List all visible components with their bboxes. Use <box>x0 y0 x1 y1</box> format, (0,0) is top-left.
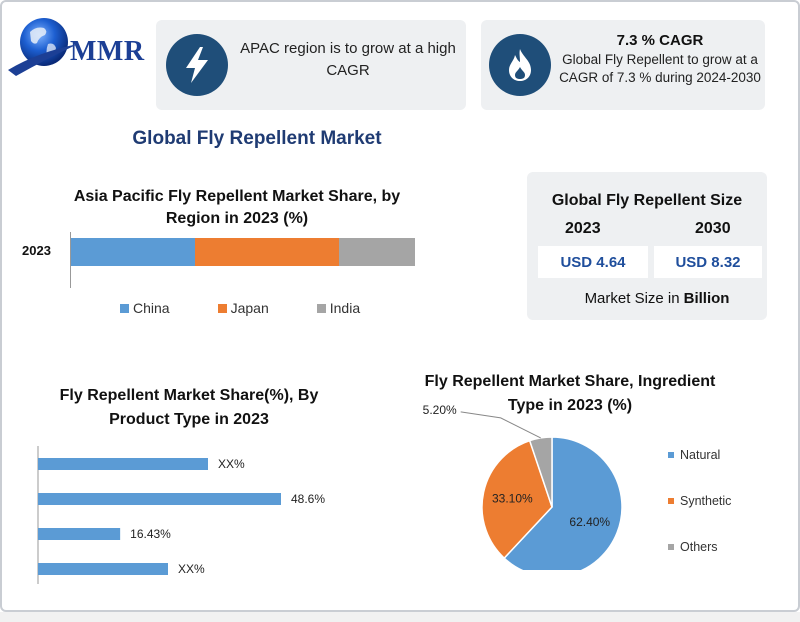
legend-label: Synthetic <box>680 494 732 508</box>
legend-swatch <box>668 544 674 550</box>
bottom-strip <box>0 612 800 622</box>
legend-label: Others <box>680 540 718 554</box>
pie-slice-natural <box>503 436 623 570</box>
cagr-text: Global Fly Repellent to grow at a CAGR o… <box>559 52 761 85</box>
product-bar <box>38 563 168 575</box>
legend-swatch <box>217 303 227 313</box>
legend-swatch <box>120 303 129 313</box>
product-bar-chart: XX% 48.6% 16.43% XX% <box>37 446 325 584</box>
pie-slice-label: 33.10% <box>492 491 533 505</box>
pie-slice-synthetic <box>481 439 553 560</box>
region-chart-legend: China Japan India <box>120 300 410 316</box>
legend-label: Natural <box>680 448 721 462</box>
legend-swatch <box>668 452 674 458</box>
pie-leader-line <box>460 411 541 439</box>
value-2023: USD 4.64 <box>538 246 648 278</box>
pie-slice-others <box>528 436 553 508</box>
stack-segment-china <box>71 238 195 266</box>
cagr-title: 7.3 % CAGR <box>616 32 704 49</box>
logo-text: MMR <box>70 36 145 67</box>
legend-item-synthetic: Synthetic <box>668 494 731 508</box>
year-2030-label: 2030 <box>695 220 731 237</box>
legend-item-natural: Natural <box>668 448 720 462</box>
value-2030: USD 8.32 <box>654 246 762 278</box>
region-chart-title: Asia Pacific Fly Repellent Market Share,… <box>73 188 401 227</box>
cagr-info-card: 7.3 % CAGR Global Fly Repellent to grow … <box>481 20 765 110</box>
legend-label: China <box>133 300 170 316</box>
legend-swatch <box>668 498 674 504</box>
market-size-unit: Market Size in Billion <box>563 284 751 312</box>
product-bar-label: 16.43% <box>130 527 171 541</box>
legend-label: Japan <box>230 300 269 316</box>
product-bar <box>38 458 208 470</box>
apac-info-text: APAC region is to grow at a high CAGR <box>240 40 456 79</box>
legend-item-india: India <box>316 300 361 316</box>
ingredient-pie-chart: 62.40% 33.10% 5.20% <box>423 403 623 570</box>
product-bar-label: 48.6% <box>291 492 325 506</box>
year-2023-label: 2023 <box>565 220 601 237</box>
legend-label: India <box>329 300 361 316</box>
unit-bold: Billion <box>683 289 730 307</box>
fire-icon <box>489 34 551 96</box>
product-bar <box>38 493 281 505</box>
product-bar <box>38 528 121 540</box>
pie-slice-label: 5.20% <box>423 403 457 417</box>
mmr-logo: MMR <box>8 14 148 84</box>
region-chart-category: 2023 <box>22 243 51 258</box>
stack-segment-india <box>339 238 415 266</box>
pie-slice-label: 62.40% <box>569 515 610 529</box>
page-title: Global Fly Repellent Market <box>132 128 382 149</box>
product-chart-title: Fly Repellent Market Share(%), By Produc… <box>59 387 319 428</box>
stack-segment-japan <box>194 238 340 266</box>
legend-item-china: China <box>120 300 170 316</box>
legend-item-others: Others <box>668 540 718 554</box>
unit-prefix: Market Size in <box>584 289 680 307</box>
legend-item-japan: Japan <box>217 300 269 316</box>
region-chart-axis <box>70 232 71 288</box>
region-stacked-bar <box>71 238 415 266</box>
globe-icon <box>8 18 78 76</box>
product-bar-label: XX% <box>178 562 205 576</box>
apac-info-card: APAC region is to grow at a high CAGR <box>156 20 466 110</box>
ingredient-chart-title: Fly Repellent Market Share, Ingredient T… <box>424 373 716 414</box>
market-size-title: Global Fly Repellent Size <box>551 192 743 209</box>
legend-swatch <box>316 303 326 313</box>
lightning-icon <box>166 34 228 96</box>
product-bar-label: XX% <box>218 457 245 471</box>
